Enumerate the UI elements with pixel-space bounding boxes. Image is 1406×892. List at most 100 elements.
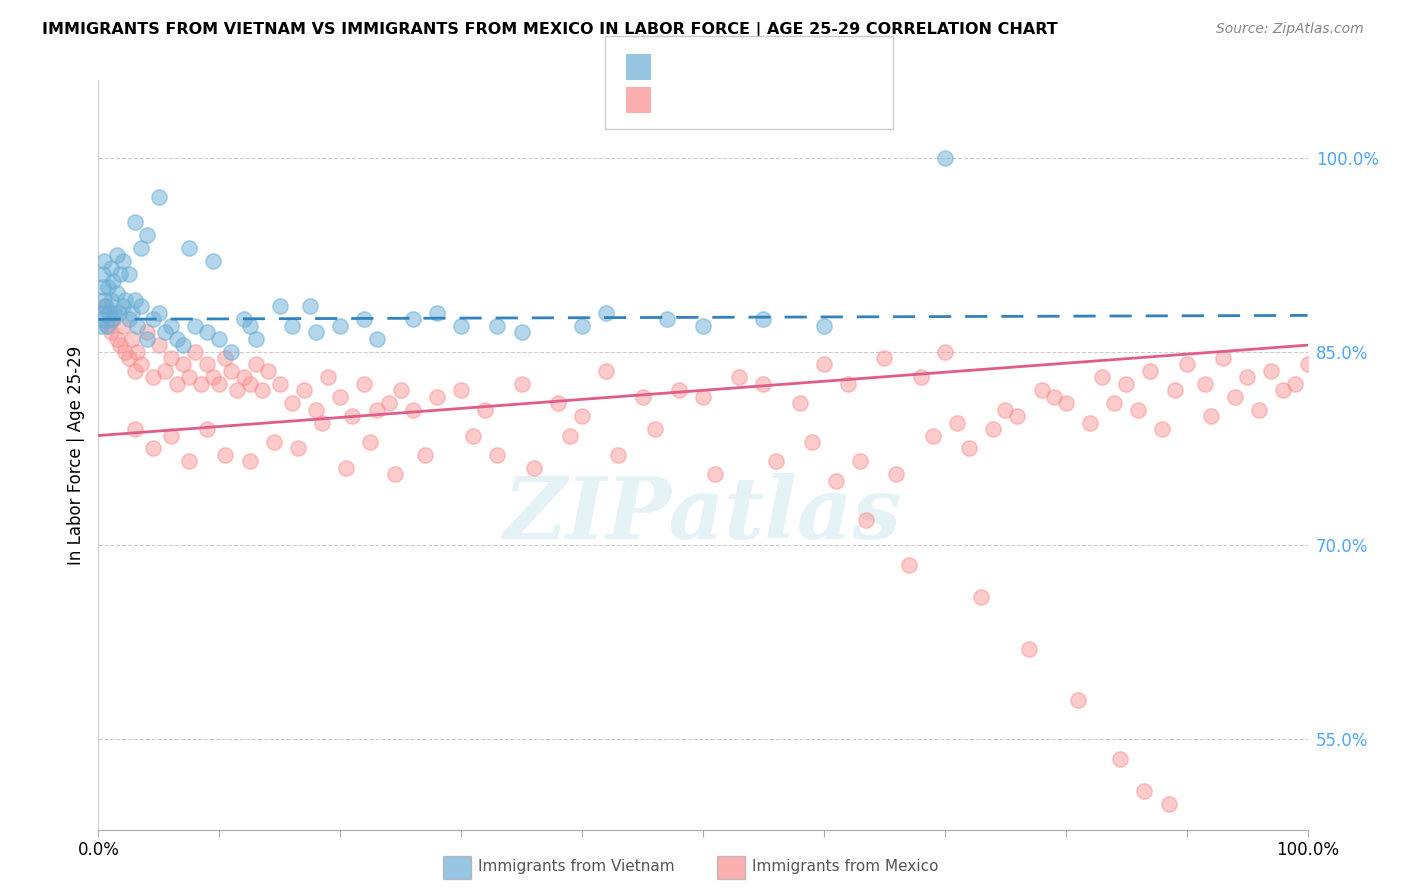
Point — [172, 358, 194, 372]
Point — [129, 241, 152, 255]
Point — [426, 306, 449, 320]
Point — [692, 318, 714, 333]
Point — [595, 364, 617, 378]
Point — [510, 325, 533, 339]
Point — [450, 384, 472, 398]
Point — [752, 376, 775, 391]
Point — [765, 454, 787, 468]
Point — [402, 312, 425, 326]
Point — [1223, 390, 1246, 404]
Point — [426, 390, 449, 404]
Point — [389, 384, 412, 398]
Point — [910, 370, 932, 384]
Point — [124, 364, 146, 378]
Point — [316, 370, 339, 384]
Point — [142, 312, 165, 326]
Point — [463, 428, 485, 442]
Point — [97, 280, 120, 294]
Point — [148, 189, 170, 203]
Point — [160, 351, 183, 365]
Point — [1272, 384, 1295, 398]
Point — [105, 286, 128, 301]
Point — [377, 396, 399, 410]
Point — [1199, 409, 1222, 424]
Point — [292, 384, 315, 398]
Point — [263, 435, 285, 450]
Point — [644, 422, 666, 436]
Point — [202, 370, 225, 384]
Point — [1018, 641, 1040, 656]
Point — [90, 318, 112, 333]
Point — [1212, 351, 1234, 365]
Point — [195, 422, 218, 436]
Point — [1133, 784, 1156, 798]
Point — [96, 318, 118, 333]
Point — [558, 428, 581, 442]
Point — [93, 293, 115, 307]
Point — [837, 376, 859, 391]
Point — [195, 358, 218, 372]
Point — [129, 358, 152, 372]
Point — [93, 254, 115, 268]
Point — [160, 318, 183, 333]
Point — [311, 416, 333, 430]
Point — [142, 442, 165, 456]
Point — [121, 306, 143, 320]
Text: R = 0.009   N =  68: R = 0.009 N = 68 — [658, 60, 834, 78]
Point — [153, 325, 176, 339]
Point — [474, 402, 496, 417]
Point — [281, 396, 304, 410]
Point — [1163, 384, 1185, 398]
Point — [299, 299, 322, 313]
Point — [111, 299, 134, 313]
Point — [269, 376, 291, 391]
Point — [166, 376, 188, 391]
Point — [1007, 409, 1029, 424]
Point — [305, 402, 328, 417]
Point — [704, 467, 727, 482]
Text: Source: ZipAtlas.com: Source: ZipAtlas.com — [1216, 22, 1364, 37]
Point — [91, 280, 114, 294]
Point — [221, 344, 243, 359]
Point — [595, 306, 617, 320]
Point — [100, 325, 122, 339]
Point — [121, 332, 143, 346]
Point — [353, 376, 375, 391]
Point — [305, 325, 328, 339]
Point — [360, 435, 382, 450]
Point — [124, 215, 146, 229]
Point — [118, 267, 141, 281]
Point — [239, 376, 262, 391]
Point — [886, 467, 908, 482]
Point — [100, 260, 122, 275]
Point — [752, 312, 775, 326]
Point — [510, 376, 533, 391]
Point — [981, 422, 1004, 436]
Point — [692, 390, 714, 404]
Point — [108, 338, 131, 352]
Point — [486, 448, 509, 462]
Point — [1296, 358, 1319, 372]
Point — [281, 318, 304, 333]
Point — [184, 344, 207, 359]
Point — [124, 293, 146, 307]
Point — [855, 512, 877, 526]
Point — [1042, 390, 1064, 404]
Point — [239, 318, 262, 333]
Point — [108, 306, 131, 320]
Point — [366, 332, 388, 346]
Point — [800, 435, 823, 450]
Point — [160, 428, 183, 442]
Point — [184, 318, 207, 333]
Point — [250, 384, 273, 398]
Point — [118, 351, 141, 365]
Point — [91, 267, 114, 281]
Point — [94, 299, 117, 313]
Point — [118, 312, 141, 326]
Point — [148, 306, 170, 320]
Point — [329, 318, 352, 333]
Point — [413, 448, 436, 462]
Point — [934, 151, 956, 165]
Point — [172, 338, 194, 352]
Point — [239, 454, 262, 468]
